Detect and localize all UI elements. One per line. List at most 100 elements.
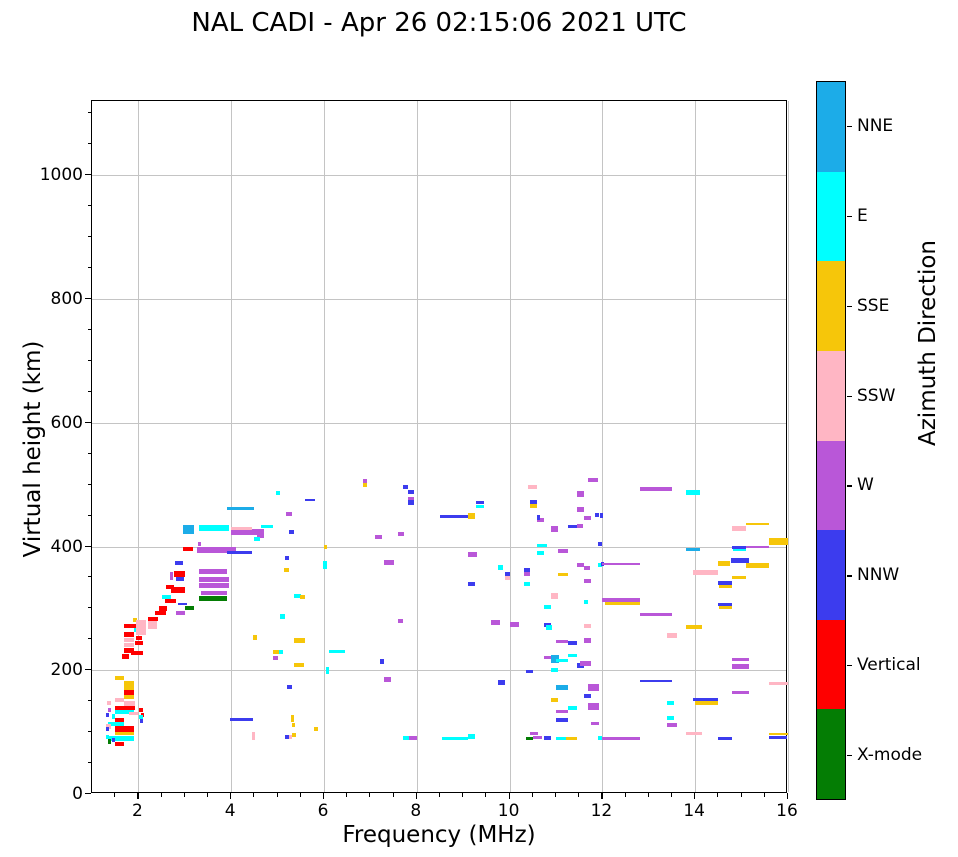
x-minor-tick (276, 793, 278, 797)
x-minor-tick (253, 793, 255, 797)
data-point (174, 570, 185, 577)
y-tick-label: 600 (50, 412, 83, 433)
data-point (261, 525, 273, 529)
colorbar-tick (847, 665, 852, 667)
data-point (313, 726, 318, 732)
data-point (111, 738, 116, 743)
data-point (732, 658, 749, 662)
data-point (292, 733, 297, 738)
data-point (732, 664, 749, 669)
x-minor-tick (531, 793, 533, 797)
colorbar-tick (847, 125, 852, 128)
data-point (305, 498, 315, 502)
data-point (667, 633, 677, 638)
y-major-tick (85, 421, 91, 423)
data-point (133, 627, 137, 632)
data-point (769, 681, 788, 685)
data-point (730, 558, 749, 564)
data-point (599, 513, 604, 518)
data-point (170, 586, 185, 593)
x-minor-tick (578, 793, 580, 797)
data-point (597, 541, 603, 547)
data-point (551, 526, 559, 532)
data-point (523, 568, 531, 572)
colorbar-block-NNW (817, 530, 845, 620)
y-minor-tick (87, 576, 91, 578)
colorbar-block-V (817, 619, 845, 710)
y-tick-label: 200 (50, 660, 83, 681)
data-point (198, 569, 227, 575)
data-point (525, 736, 533, 740)
data-point (746, 545, 769, 549)
colorbar-category-label: NNW (857, 565, 900, 586)
gridline-x-2 (138, 101, 140, 792)
data-point (288, 734, 292, 740)
data-point (588, 478, 598, 483)
data-point (165, 598, 176, 604)
colorbar (816, 81, 846, 800)
data-point (667, 700, 675, 706)
data-point (583, 515, 591, 521)
x-tick-label: 8 (410, 801, 422, 821)
data-point (639, 487, 672, 491)
data-point (537, 543, 547, 547)
x-major-tick (508, 793, 510, 799)
data-point (272, 649, 279, 654)
y-minor-tick (87, 112, 91, 114)
data-point (576, 562, 584, 568)
x-minor-tick (555, 793, 556, 797)
data-point (536, 515, 541, 520)
data-point (556, 717, 568, 722)
colorbar-block-SSE (817, 261, 845, 351)
data-point (567, 524, 580, 528)
data-point (583, 694, 591, 699)
data-point (718, 736, 733, 740)
gridline-x-8 (416, 101, 418, 792)
data-point (254, 536, 260, 542)
data-point (134, 640, 144, 646)
data-point (551, 655, 559, 664)
data-point (166, 584, 174, 589)
data-point (602, 736, 640, 740)
data-point (174, 561, 183, 566)
data-point (558, 548, 568, 553)
y-minor-tick (87, 328, 91, 330)
data-point (290, 714, 294, 723)
data-point (324, 544, 327, 550)
x-tick-label: 12 (590, 801, 613, 821)
data-point (198, 583, 229, 588)
colorbar-category-label: X-mode (857, 745, 923, 766)
gridline-x-4 (231, 101, 233, 792)
data-point (196, 547, 236, 553)
data-point (253, 635, 257, 640)
x-minor-tick (462, 793, 464, 797)
data-point (161, 595, 171, 600)
data-point (732, 691, 749, 694)
data-point (719, 606, 733, 610)
data-point (537, 517, 545, 523)
data-point (136, 635, 143, 641)
data-point (289, 530, 294, 535)
x-minor-tick (114, 793, 116, 797)
data-point (551, 668, 559, 673)
data-point (129, 711, 139, 716)
data-point (231, 529, 264, 536)
data-point (667, 715, 675, 721)
data-point (184, 605, 195, 610)
data-point (132, 617, 137, 623)
data-point (108, 707, 112, 712)
data-point (769, 735, 788, 739)
data-point (198, 524, 229, 532)
data-point (111, 714, 116, 719)
x-axis-label: Frequency (MHz) (342, 822, 536, 848)
data-point (583, 623, 591, 628)
gridline-x-14 (695, 101, 697, 792)
colorbar-block-NNE (817, 82, 845, 172)
data-point (384, 677, 392, 682)
data-point (124, 632, 134, 637)
y-minor-tick (87, 638, 91, 640)
data-point (362, 479, 367, 484)
data-point (169, 572, 173, 580)
data-point (115, 717, 124, 722)
data-point (732, 526, 747, 531)
